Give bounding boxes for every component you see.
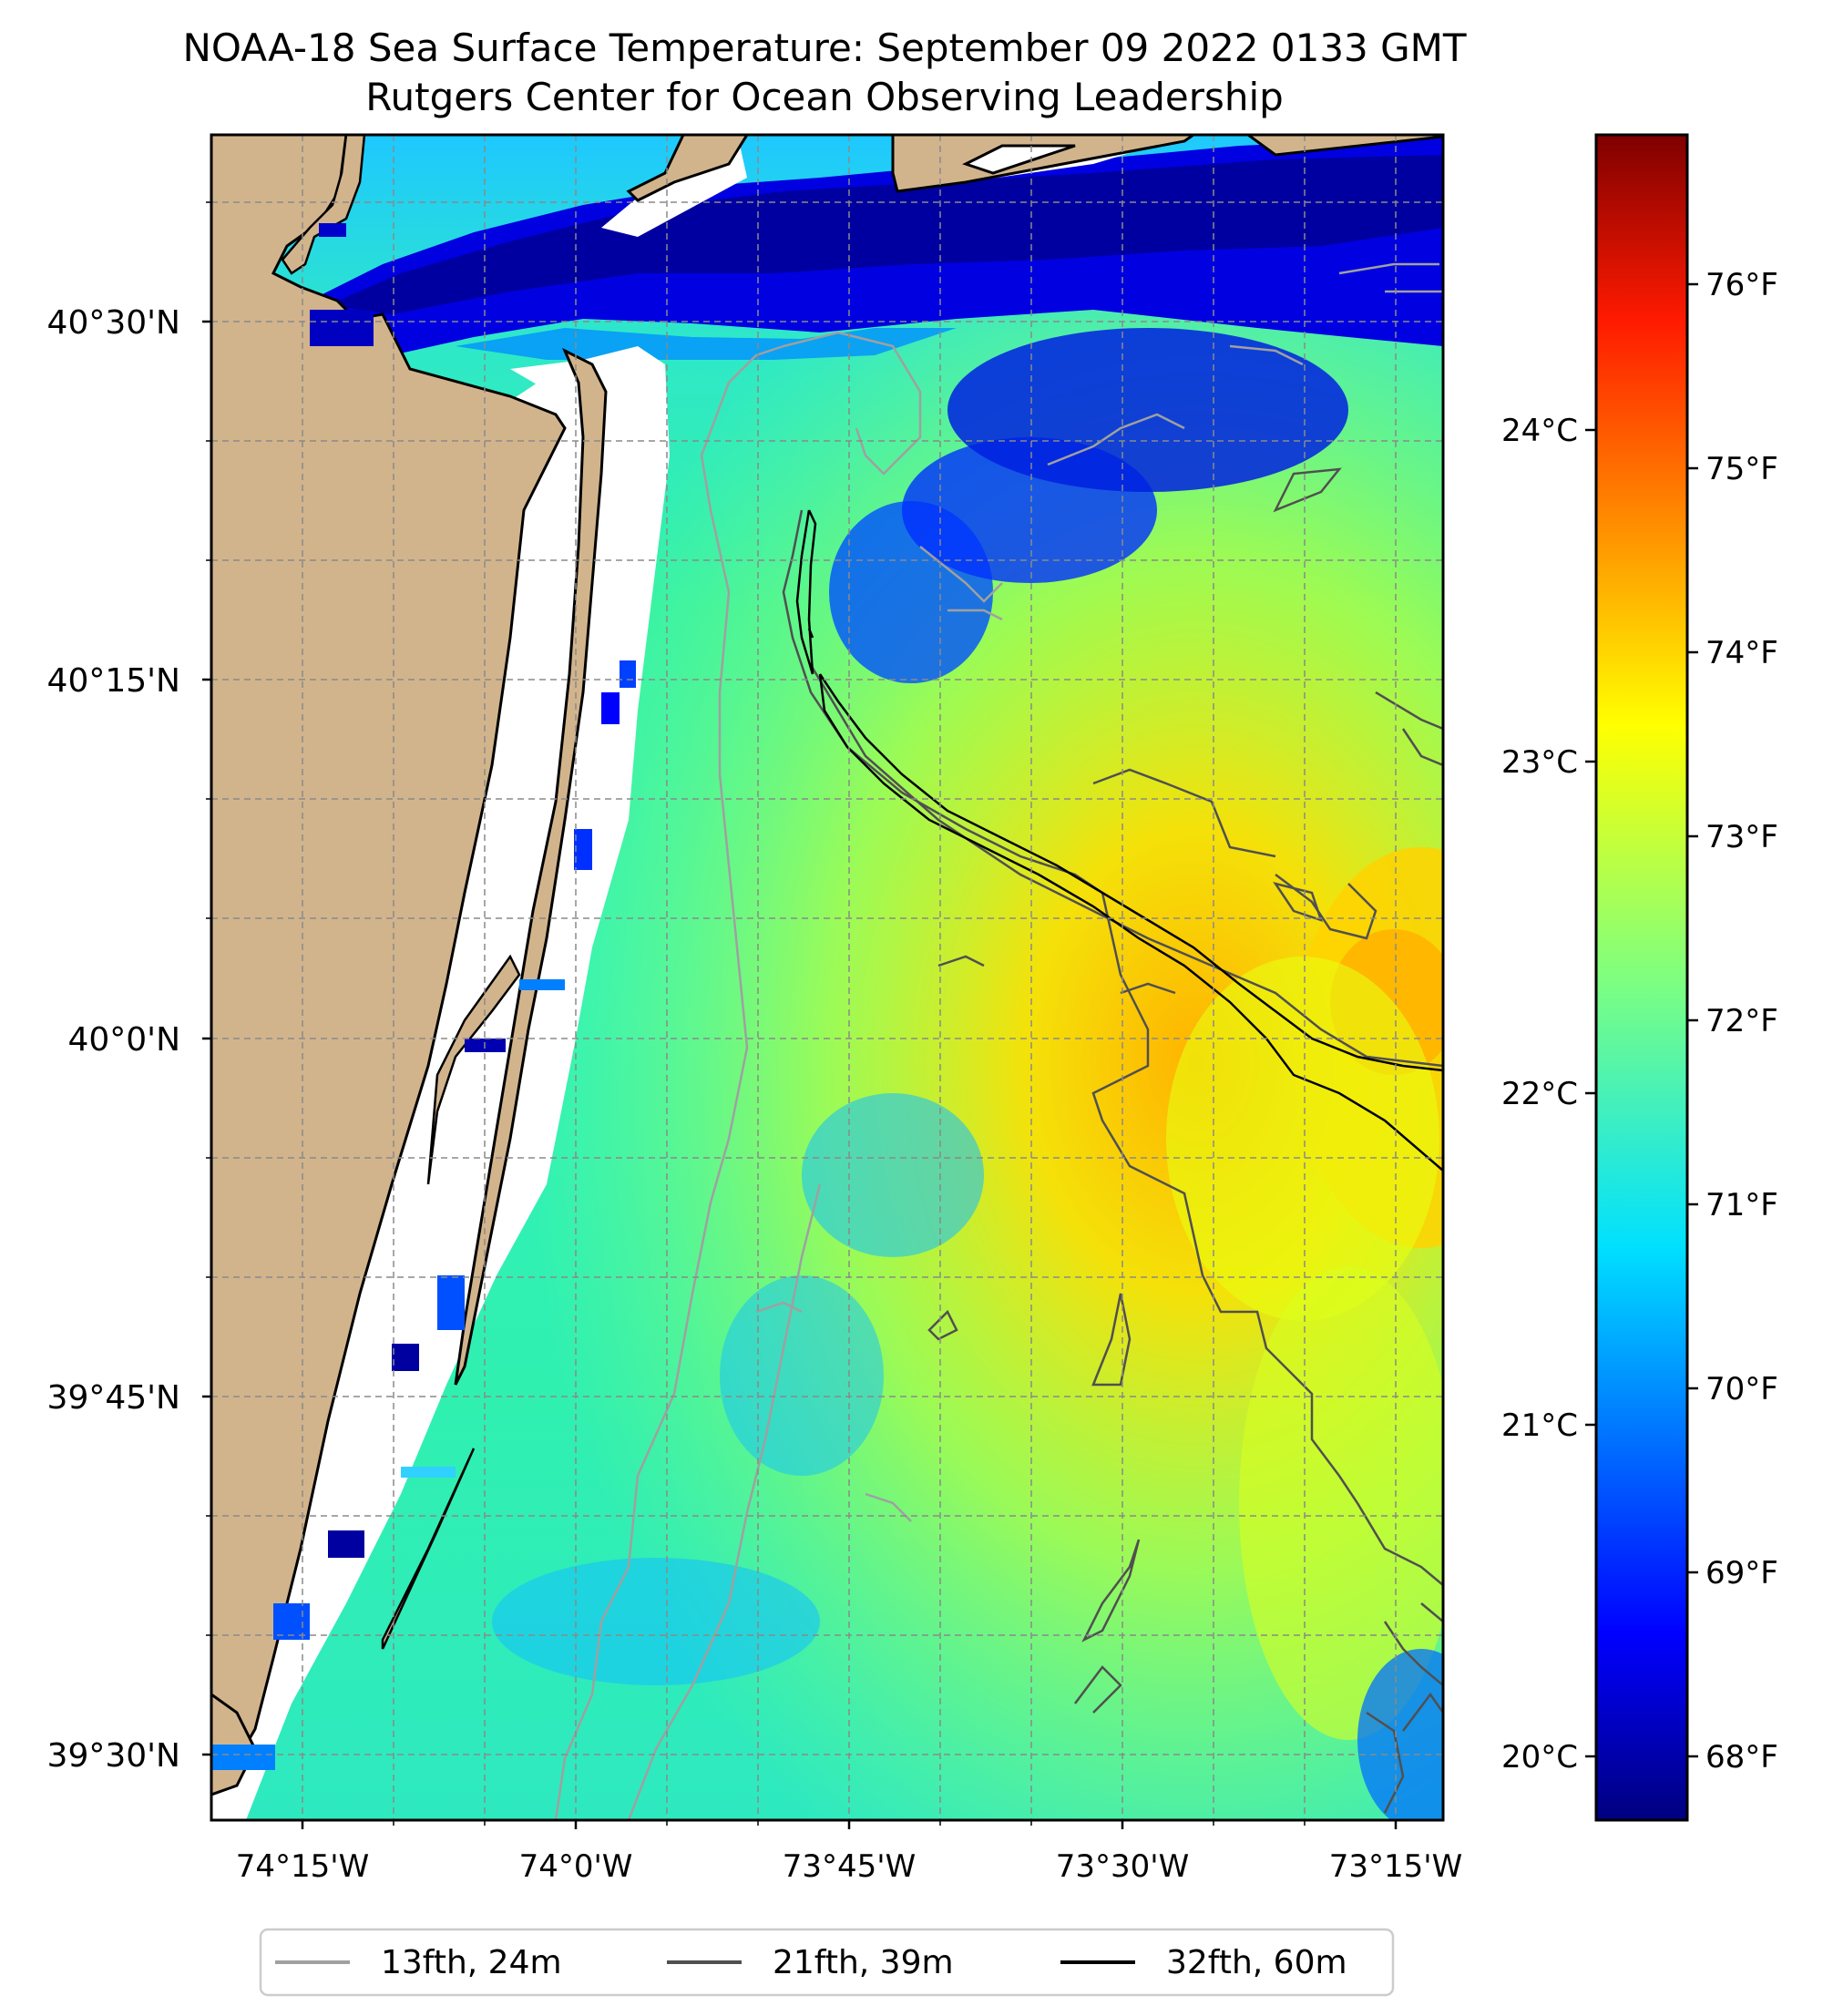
sst-field (211, 135, 1443, 1820)
map-title: NOAA-18 Sea Surface Temperature: Septemb… (182, 26, 1467, 70)
lon-label: 74°15'W (236, 1848, 370, 1885)
lon-label: 73°45'W (783, 1848, 917, 1885)
colorbar-c-label: 22°C (1501, 1076, 1578, 1112)
lat-label: 39°45'N (47, 1379, 180, 1417)
colorbar (1594, 133, 1689, 1822)
lat-label: 39°30'N (47, 1737, 180, 1775)
colorbar-f-label: 73°F (1705, 819, 1778, 855)
lat-label: 40°15'N (47, 662, 180, 700)
colorbar-f-label: 75°F (1705, 451, 1778, 487)
colorbar-f-label: 70°F (1705, 1371, 1778, 1407)
colorbar-f-label: 71°F (1705, 1187, 1778, 1223)
colorbar-f-label: 72°F (1705, 1003, 1778, 1039)
colorbar-f-label: 69°F (1705, 1555, 1778, 1591)
colorbar-f-label: 74°F (1705, 635, 1778, 671)
colorbar-c-label: 24°C (1501, 413, 1578, 449)
colorbar-f-label: 68°F (1705, 1739, 1778, 1776)
legend-label: 13fth, 24m (381, 1944, 562, 1981)
legend: 13fth, 24m 21fth, 39m 32fth, 60m (259, 1928, 1395, 1997)
legend-label: 32fth, 60m (1166, 1944, 1347, 1981)
colorbar-f-label: 76°F (1705, 267, 1778, 303)
colorbar-c-label: 21°C (1501, 1407, 1578, 1444)
lon-label: 73°15'W (1329, 1848, 1463, 1885)
legend-label: 21fth, 39m (773, 1944, 954, 1981)
map-subtitle: Rutgers Center for Ocean Observing Leade… (365, 75, 1284, 119)
lat-label: 40°30'N (47, 304, 180, 342)
lon-label: 74°0'W (519, 1848, 633, 1885)
lon-label: 73°30'W (1056, 1848, 1190, 1885)
lat-label: 40°0'N (67, 1021, 180, 1059)
colorbar-c-label: 23°C (1501, 744, 1578, 781)
colorbar-c-label: 20°C (1501, 1739, 1578, 1776)
map-frame (210, 133, 1445, 1822)
